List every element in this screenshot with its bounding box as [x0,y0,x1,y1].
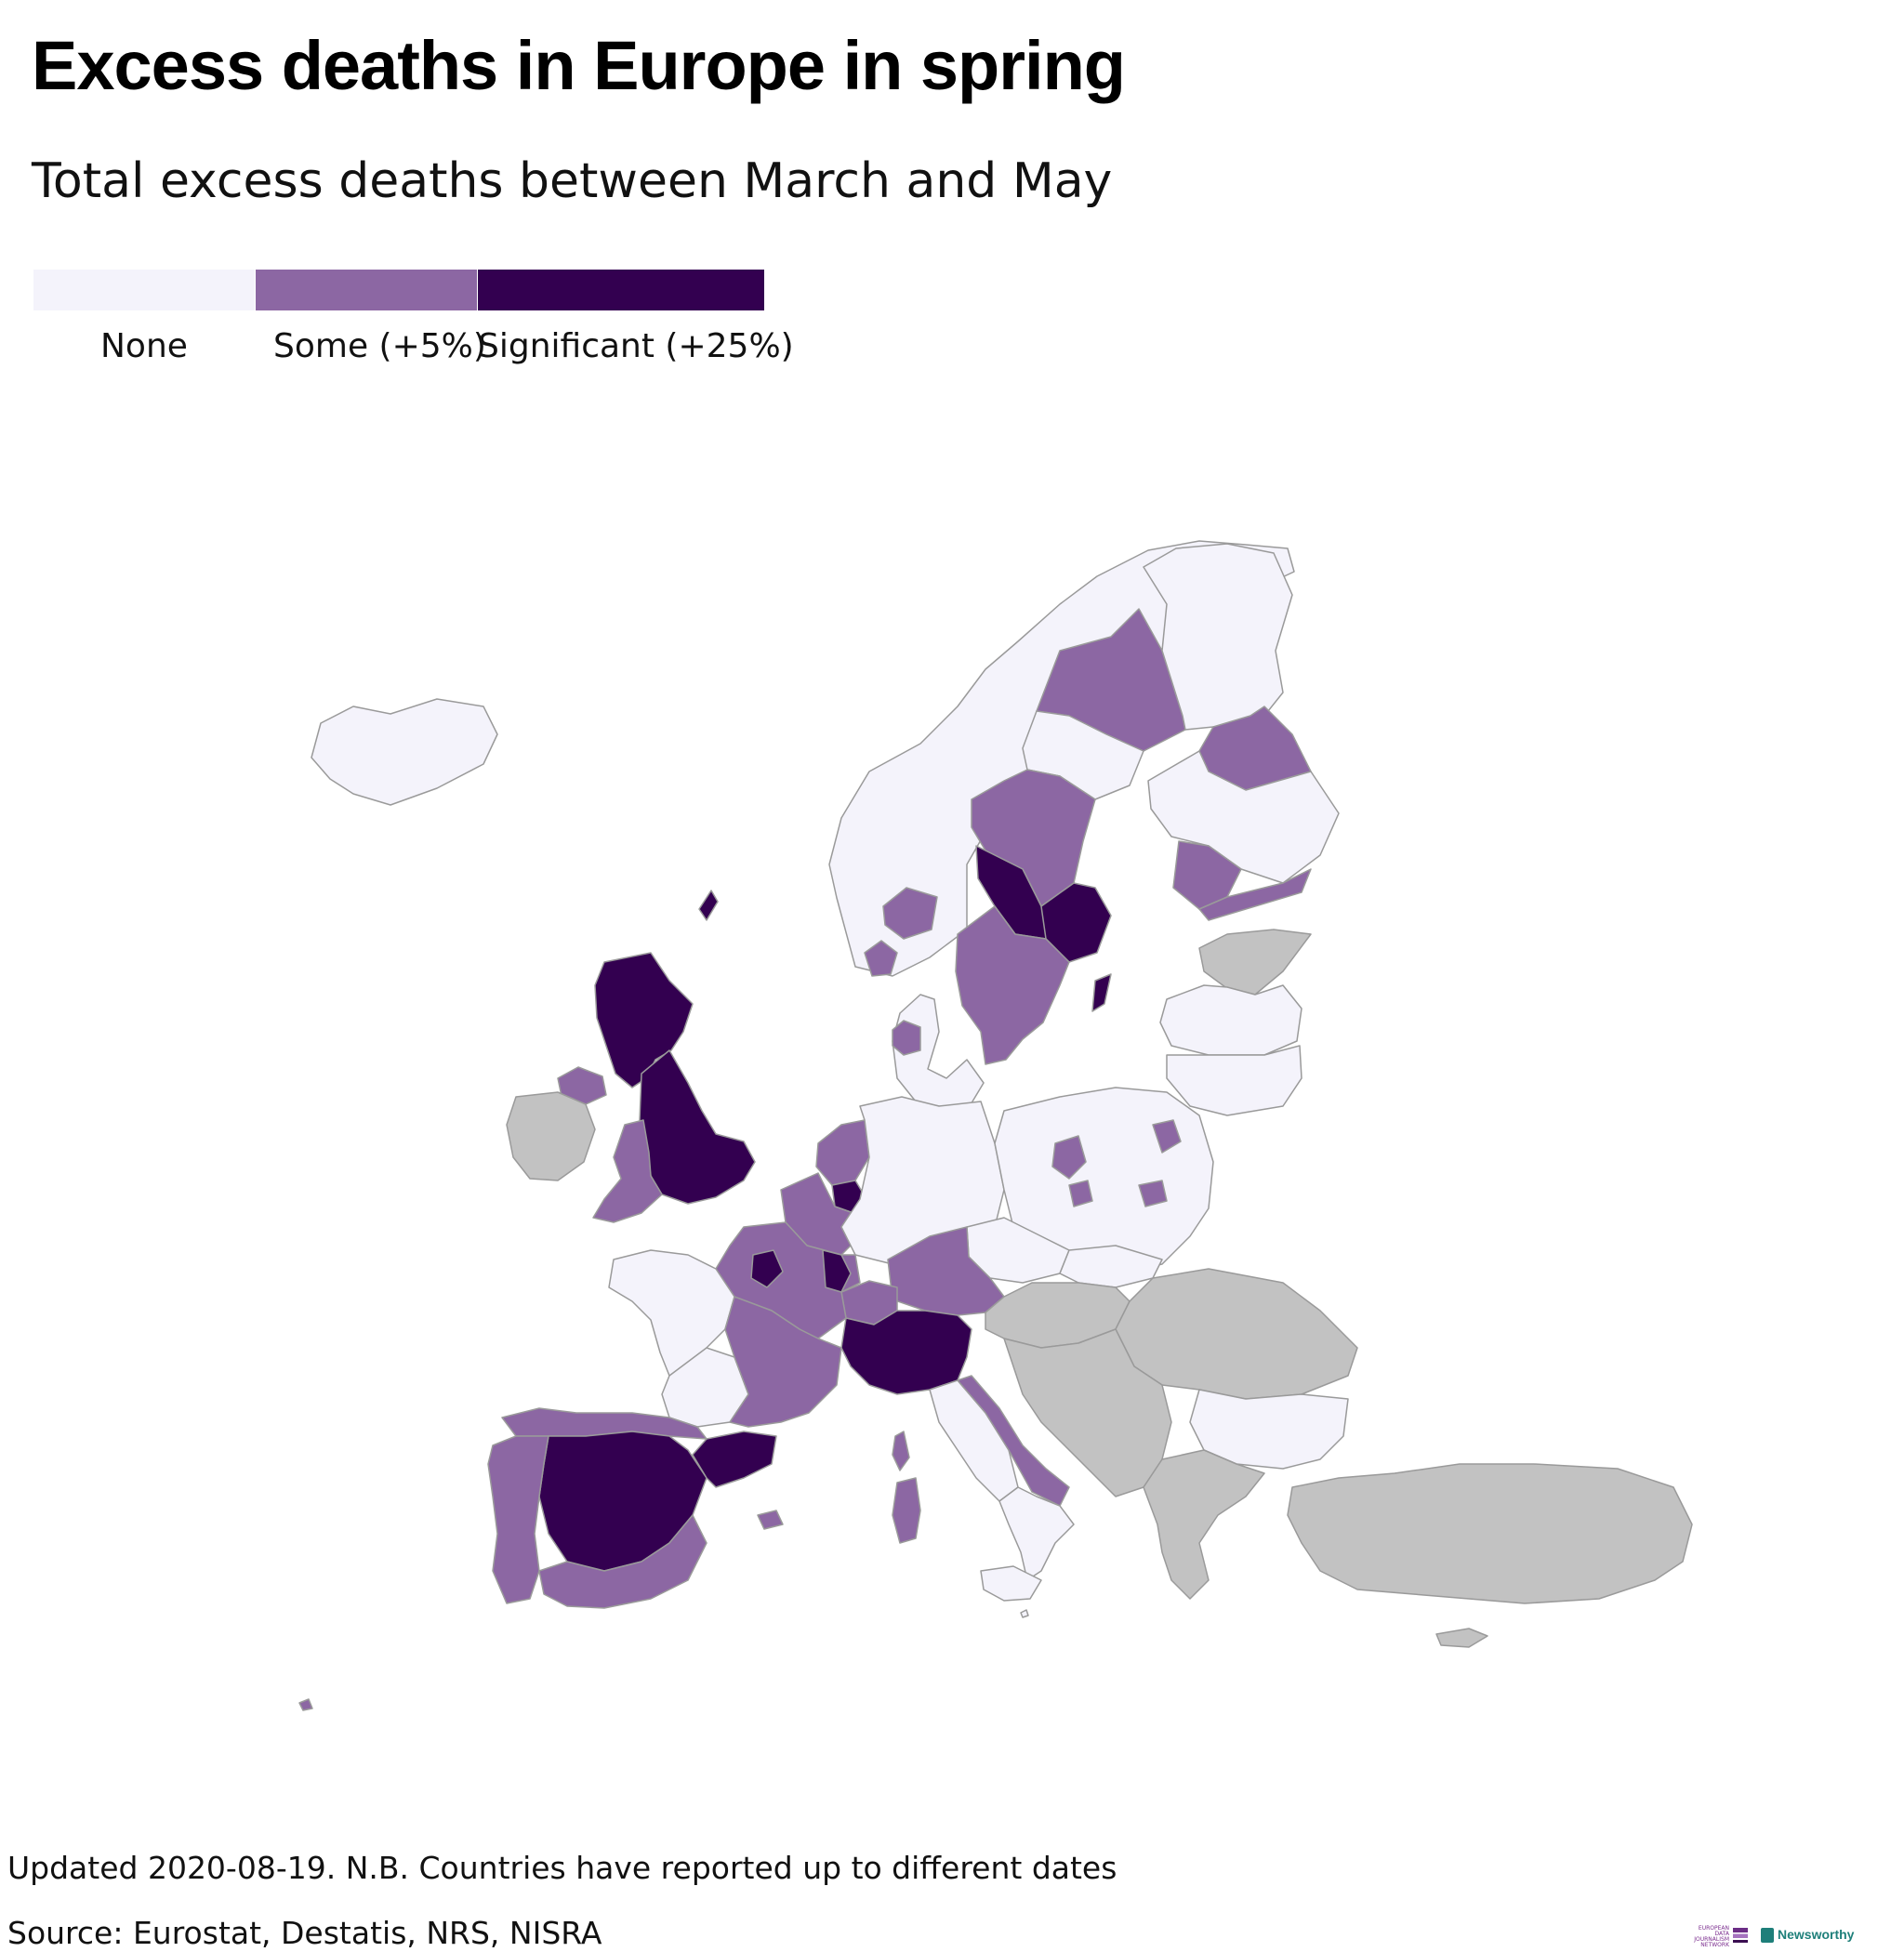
region-canary-islands [298,1698,313,1711]
edjnet-logo-line-3: NETWORK [1700,1942,1729,1948]
legend-label-some: Some (+5%) [273,327,486,365]
region-denmark-north [892,1020,921,1056]
region-poland-some-1 [1051,1135,1087,1180]
edjnet-logo-line-2: DATA JOURNALISM [1694,1931,1729,1943]
legend-swatch-none [33,270,255,310]
region-cyprus [1435,1628,1488,1648]
region-ireland [506,1091,596,1181]
region-poland-some-2 [1152,1119,1182,1154]
legend: None Some (+5%) Significant (+25%) [33,270,794,372]
chart-title: Excess deaths in Europe in spring [32,27,1126,104]
region-norway-southwest [864,940,898,977]
chart-subtitle: Total excess deaths between March and Ma… [32,153,1113,209]
region-spain-south [538,1514,707,1609]
region-latvia [1159,984,1302,1056]
region-finland-central [1147,750,1340,884]
region-england [639,1049,756,1205]
region-iceland [311,698,498,806]
region-denmark [892,994,985,1112]
region-norway-south [882,887,938,940]
region-sweden-south [955,905,1070,1065]
region-balearic-islands [757,1510,784,1530]
edjnet-logo-line-1: EUROPEAN [1698,1925,1729,1932]
legend-label-none: None [100,327,188,365]
edjnet-logo-icon [1733,1928,1748,1943]
region-slovakia [1059,1245,1163,1288]
region-italy-adriatic [957,1375,1070,1507]
region-wales [592,1119,663,1223]
newsworthy-logo-text: Newsworthy [1778,1927,1855,1942]
europe-map [298,540,1693,1711]
region-netherlands [815,1119,870,1186]
region-corsica [892,1431,910,1471]
region-italy-north [840,1310,972,1395]
newsworthy-logo-icon [1761,1928,1774,1943]
edjnet-logo-text: EUROPEAN DATA JOURNALISM NETWORK [1681,1926,1729,1948]
footer-source: Source: Eurostat, Destatis, NRS, NISRA [7,1915,602,1951]
region-portugal [487,1435,549,1604]
region-finland-south [1198,868,1312,921]
region-shetland [698,890,719,921]
region-estonia [1198,929,1312,996]
region-turkey [1287,1463,1693,1604]
legend-swatch-significant [478,270,764,310]
region-poland-some-3 [1068,1180,1093,1207]
region-bulgaria [1189,1389,1349,1470]
region-france-alsace [822,1249,852,1293]
legend-swatch-some [256,270,477,310]
region-italy-south [998,1486,1075,1581]
region-catalonia [692,1431,777,1488]
legend-label-significant: Significant (+25%) [478,327,794,365]
region-france-southeast [724,1296,842,1428]
logos: EUROPEAN DATA JOURNALISM NETWORK Newswor… [1681,1924,1885,1948]
region-lithuania [1166,1045,1302,1116]
region-greece [1143,1449,1265,1600]
region-sardinia [892,1477,921,1544]
region-sicily [980,1565,1042,1602]
region-france-paris [750,1249,784,1288]
region-poland-some-4 [1138,1180,1168,1207]
footer-note: Updated 2020-08-19. N.B. Countries have … [7,1850,1117,1886]
region-sweden-jamtland [971,769,1096,907]
region-norway [828,540,1295,977]
region-malta [1020,1609,1029,1618]
region-gotland [1091,973,1112,1012]
